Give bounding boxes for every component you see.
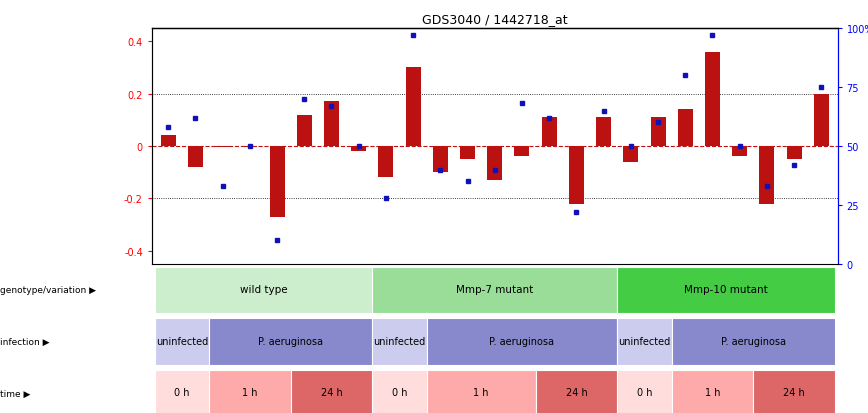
Text: P. aeruginosa: P. aeruginosa xyxy=(258,336,323,346)
Bar xyxy=(372,267,617,313)
Bar xyxy=(215,147,230,148)
Text: time ▶: time ▶ xyxy=(0,389,30,398)
Bar xyxy=(161,136,175,147)
Text: 1 h: 1 h xyxy=(705,387,720,397)
Bar xyxy=(155,318,209,365)
Text: uninfected: uninfected xyxy=(373,336,425,346)
Text: 0 h: 0 h xyxy=(174,387,189,397)
Bar xyxy=(297,115,312,147)
Bar xyxy=(569,147,584,204)
Bar xyxy=(378,147,393,178)
Bar xyxy=(405,68,421,147)
Bar xyxy=(678,110,693,147)
Bar xyxy=(427,370,536,413)
Text: 1 h: 1 h xyxy=(473,387,489,397)
Bar xyxy=(617,318,672,365)
Bar xyxy=(209,318,372,365)
Bar xyxy=(650,118,666,147)
Bar xyxy=(623,147,638,162)
Text: 24 h: 24 h xyxy=(783,387,805,397)
Text: genotype/variation ▶: genotype/variation ▶ xyxy=(0,286,96,294)
Bar xyxy=(753,370,835,413)
Title: GDS3040 / 1442718_at: GDS3040 / 1442718_at xyxy=(422,13,568,26)
Bar xyxy=(672,318,835,365)
Bar xyxy=(460,147,475,160)
Text: Mmp-7 mutant: Mmp-7 mutant xyxy=(457,284,533,294)
Bar xyxy=(536,370,617,413)
Bar xyxy=(542,118,556,147)
Text: uninfected: uninfected xyxy=(155,336,208,346)
Bar xyxy=(372,370,427,413)
Bar xyxy=(672,370,753,413)
Text: 0 h: 0 h xyxy=(636,387,652,397)
Bar xyxy=(188,147,203,168)
Bar xyxy=(427,318,617,365)
Bar xyxy=(372,318,427,365)
Bar xyxy=(617,267,835,313)
Bar xyxy=(596,118,611,147)
Bar xyxy=(705,52,720,147)
Bar xyxy=(155,370,209,413)
Text: 1 h: 1 h xyxy=(242,387,258,397)
Text: uninfected: uninfected xyxy=(618,336,671,346)
Bar xyxy=(270,147,285,217)
Bar xyxy=(291,370,372,413)
Bar xyxy=(814,94,829,147)
Bar xyxy=(515,147,529,157)
Text: P. aeruginosa: P. aeruginosa xyxy=(720,336,786,346)
Bar xyxy=(487,147,503,180)
Text: wild type: wild type xyxy=(240,284,287,294)
Bar xyxy=(760,147,774,204)
Bar xyxy=(324,102,339,147)
Bar xyxy=(352,147,366,152)
Bar xyxy=(733,147,747,157)
Bar xyxy=(617,370,672,413)
Bar xyxy=(209,370,291,413)
Bar xyxy=(155,267,372,313)
Bar xyxy=(242,147,257,148)
Text: 24 h: 24 h xyxy=(320,387,342,397)
Bar xyxy=(786,147,801,160)
Text: P. aeruginosa: P. aeruginosa xyxy=(490,336,555,346)
Text: 24 h: 24 h xyxy=(566,387,588,397)
Text: 0 h: 0 h xyxy=(391,387,407,397)
Text: infection ▶: infection ▶ xyxy=(0,337,49,346)
Bar xyxy=(433,147,448,173)
Text: Mmp-10 mutant: Mmp-10 mutant xyxy=(684,284,768,294)
